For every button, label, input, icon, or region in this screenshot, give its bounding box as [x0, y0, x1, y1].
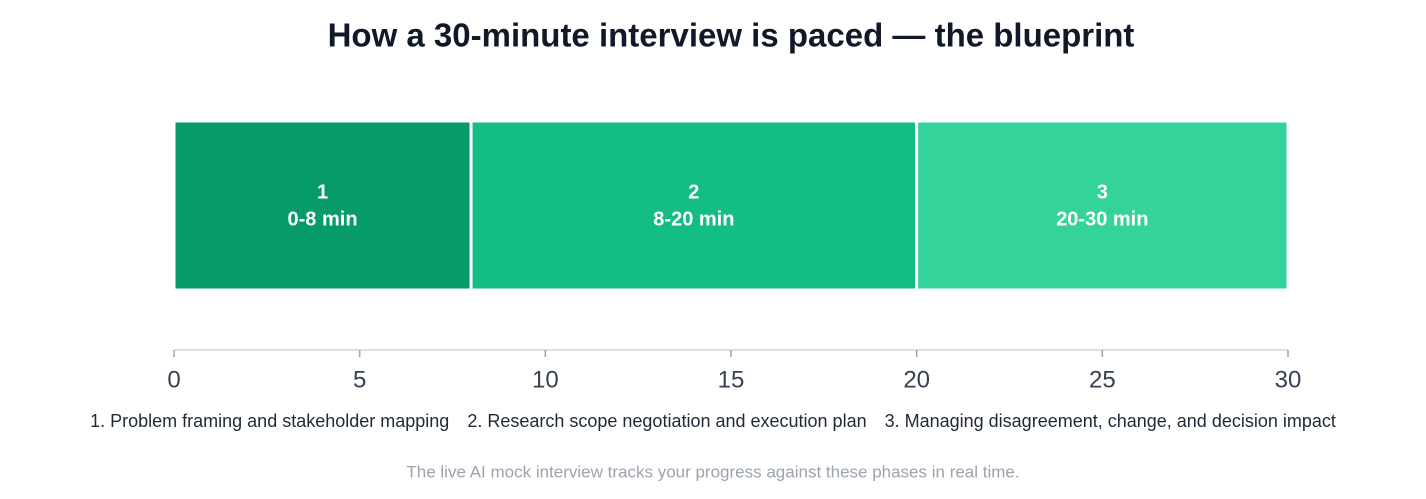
- segment: [172, 119, 473, 292]
- footnote: The live AI mock interview tracks your p…: [406, 462, 1019, 481]
- segment: [469, 119, 919, 292]
- x-tick-label: 0: [167, 366, 180, 393]
- x-tick-label: 15: [718, 366, 745, 393]
- segment-name: 1: [317, 181, 328, 203]
- segment-range: 0-8 min: [288, 208, 358, 230]
- x-tick-label: 5: [353, 366, 366, 393]
- x-tick-label: 10: [532, 366, 559, 393]
- x-tick-label: 30: [1275, 366, 1302, 393]
- segment-name: 2: [688, 181, 699, 203]
- segment-range: 8-20 min: [653, 208, 734, 230]
- segment-range: 20-30 min: [1056, 208, 1148, 230]
- chart-title: How a 30-minute interview is paced — the…: [328, 17, 1135, 54]
- legend-label: 2. Research scope negotiation and execut…: [467, 411, 866, 431]
- x-tick-label: 20: [903, 366, 930, 393]
- segment: [915, 119, 1290, 292]
- segment-name: 3: [1097, 181, 1108, 203]
- x-tick-label: 25: [1089, 366, 1116, 393]
- legend-label: 3. Managing disagreement, change, and de…: [885, 411, 1336, 431]
- legend-label: 1. Problem framing and stakeholder mappi…: [90, 411, 449, 431]
